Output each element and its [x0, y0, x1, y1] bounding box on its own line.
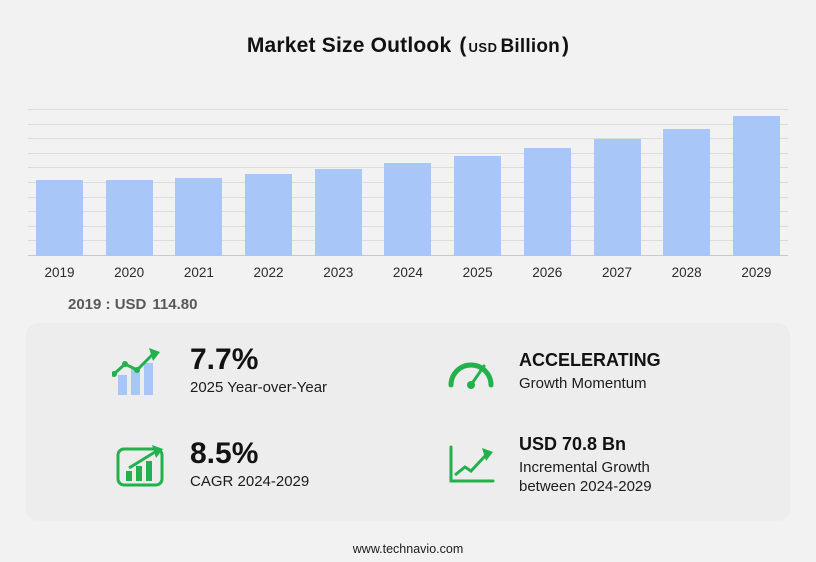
title-main: Market Size Outlook — [246, 34, 452, 57]
baseline-value: 2019 : USD 114.80 — [68, 296, 816, 313]
bar-2026 — [523, 148, 571, 256]
x-tick-label-2023: 2023 — [323, 265, 354, 280]
bar-2021 — [175, 178, 223, 256]
incremental-value: USD 70.8 Bn — [519, 433, 627, 454]
bar-2022 — [245, 174, 293, 256]
title-close-paren: ) — [561, 34, 570, 57]
bar-2024 — [384, 163, 432, 256]
x-tick-label-2024: 2024 — [392, 265, 423, 280]
x-tick-label-2027: 2027 — [601, 265, 633, 280]
x-tick-label-2021: 2021 — [183, 265, 214, 280]
bar-growth-icon — [112, 347, 172, 396]
bar-2019 — [36, 180, 83, 256]
x-tick-label-2028: 2028 — [671, 265, 702, 280]
x-tick-label-2020: 2020 — [114, 265, 145, 280]
baseline-number: 114.80 — [152, 296, 198, 313]
grid-line — [28, 138, 788, 140]
cagr-value: 8.5% — [190, 436, 259, 470]
bar-series — [36, 110, 780, 256]
footer-url[interactable]: www.technavio.com — [352, 542, 464, 556]
momentum-value: ACCELERATING — [519, 349, 661, 370]
stat-momentum: ACCELERATING Growth Momentum — [441, 345, 770, 398]
title-billion: Billion — [500, 36, 560, 57]
grid-line — [28, 152, 788, 154]
title-unit: (USD Billion) — [459, 34, 569, 57]
stat-year-over-year: 7.7% 2025 Year-over-Year — [112, 345, 441, 398]
stats-panel: 7.7% 2025 Year-over-Year ACCELERATING Gr… — [26, 323, 790, 521]
bar-2029 — [732, 116, 780, 256]
bar-2025 — [454, 156, 502, 256]
bar-2027 — [593, 139, 641, 256]
cagr-bars-icon — [112, 442, 172, 488]
x-tick-label-2026: 2026 — [532, 265, 563, 280]
plot-area — [28, 109, 788, 256]
bar-2023 — [314, 169, 362, 256]
page-title: Market Size Outlook (USD Billion) — [0, 34, 816, 58]
market-size-bar-chart: 2019 2020 2021 2022 2023 2024 2025 2026 2027 2028… — [28, 109, 788, 280]
x-tick-label-2029: 2029 — [741, 265, 772, 280]
x-axis-labels: 2019 2020 2021 2022 2023 2024 2025 2026 2027 2028… — [36, 265, 780, 280]
step-growth-icon — [441, 442, 501, 488]
yoy-value: 7.7% — [190, 343, 259, 376]
grid-line — [28, 123, 788, 125]
speedometer-icon — [441, 351, 501, 391]
stat-incremental-growth: USD 70.8 Bn Incremental Growth between 2… — [441, 434, 770, 497]
bar-2028 — [663, 129, 711, 256]
momentum-label: Growth Momentum — [519, 374, 647, 392]
x-tick-label-2025: 2025 — [462, 265, 493, 280]
stat-cagr: 8.5% CAGR 2024-2029 — [112, 434, 441, 497]
bar-2020 — [105, 180, 153, 256]
x-tick-label-2022: 2022 — [253, 265, 284, 280]
baseline-prefix: 2019 : USD — [68, 296, 147, 313]
market-size-outlook-infographic: Market Size Outlook (USD Billion) 2019 2020… — [0, 34, 816, 556]
grid-line — [28, 109, 788, 110]
cagr-label: CAGR 2024-2029 — [190, 472, 310, 490]
title-open-paren: ( — [459, 34, 467, 57]
yoy-label: 2025 Year-over-Year — [190, 379, 328, 396]
title-usd: USD — [468, 40, 498, 55]
incremental-label: Incremental Growth between 2024-2029 — [519, 458, 652, 496]
x-tick-label-2019: 2019 — [44, 265, 75, 280]
